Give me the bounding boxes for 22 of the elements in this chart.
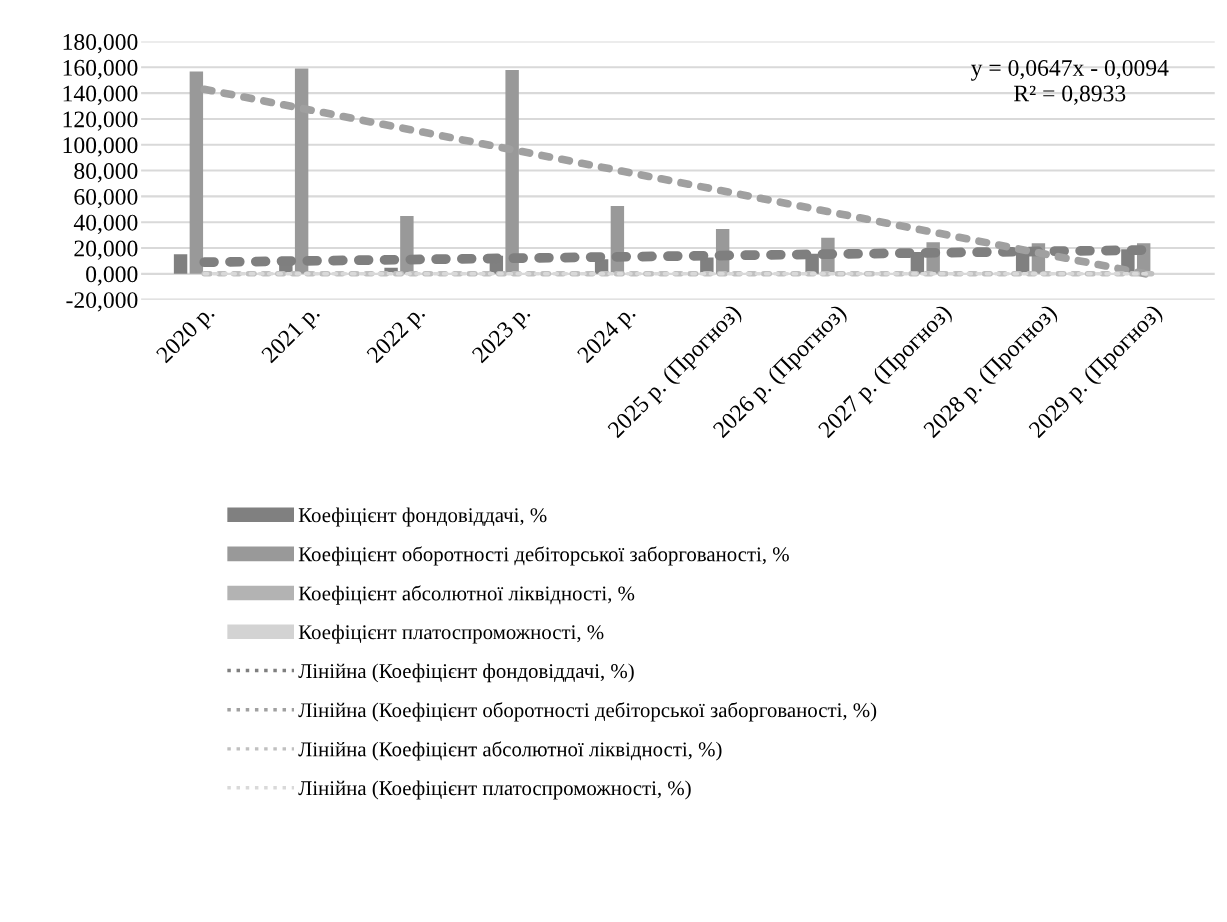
legend-label: Лінійна (Коефіцієнт оборотності дебіторської заборгованості, %) — [298, 702, 877, 722]
y-tick-label: 60,000 — [74, 188, 138, 209]
legend-label: Лінійна (Коефіцієнт абсолютної ліквідності, %) — [298, 741, 722, 761]
y-tick-label: 80,000 — [74, 163, 138, 183]
y-tick-label: 180,000 — [63, 33, 138, 54]
y-tick-label: 20,000 — [74, 240, 138, 260]
legend-label: Лінійна (Коефіцієнт фондовіддачі, %) — [298, 663, 634, 683]
y-tick-label: 120,000 — [63, 111, 138, 131]
legend-label: Коефіцієнт абсолютної ліквідності, % — [298, 585, 635, 605]
y-tick-label: -20,000 — [66, 292, 138, 312]
y-tick-label: 160,000 — [63, 59, 138, 80]
y-tick-label: 100,000 — [63, 137, 138, 157]
legend-label: Коефіцієнт платоспроможності, % — [298, 624, 604, 644]
y-tick-label: 40,000 — [73, 214, 138, 235]
x-tick-label: 2021 р. — [260, 304, 324, 367]
legend-label: Коефіцієнт оборотності дебіторської заборгованості, % — [298, 546, 789, 566]
legend-label: Лінійна (Коефіцієнт платоспроможності, %) — [298, 780, 691, 800]
y-tick-label: 140,000 — [63, 85, 138, 105]
y-tick-label: 0,000 — [86, 266, 138, 286]
legend-label: Коефіцієнт фондовіддачі, % — [298, 507, 547, 527]
annotation: y = 0,0647x - 0,0094 R² = 0,8933 — [970, 59, 1169, 105]
bar — [173, 254, 188, 274]
